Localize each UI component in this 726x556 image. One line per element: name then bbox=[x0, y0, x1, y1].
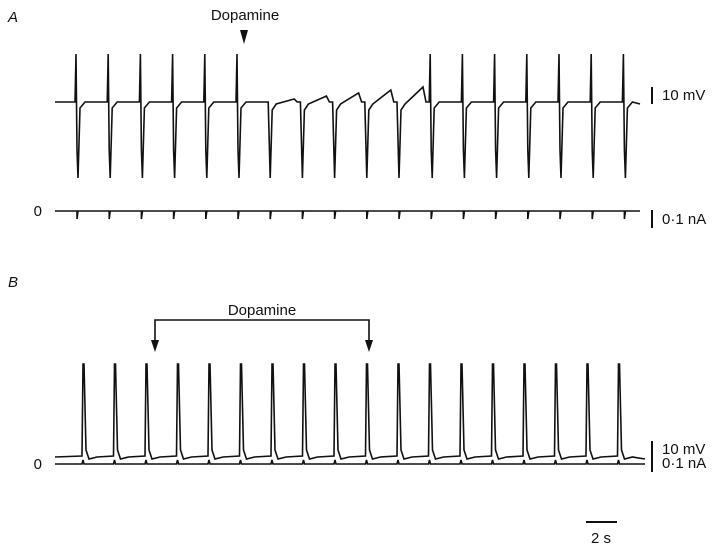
arrow bbox=[151, 340, 373, 352]
voltage-trace bbox=[54, 363, 646, 460]
arrow bbox=[240, 30, 248, 44]
voltage-trace bbox=[55, 53, 641, 179]
current-trace bbox=[55, 459, 645, 465]
scale-label: 0·1 nA bbox=[662, 211, 706, 228]
zero-label: 0 bbox=[34, 456, 42, 473]
scale-label: 10 mV bbox=[662, 87, 705, 104]
annotation: Dopamine bbox=[228, 302, 296, 319]
panel-label: A bbox=[7, 9, 18, 26]
current-trace bbox=[55, 210, 640, 220]
zero-label: 0 bbox=[34, 203, 42, 220]
annotation: Dopamine bbox=[211, 7, 279, 24]
scale-label: 0·1 nA bbox=[662, 455, 706, 472]
scale-label: 2 s bbox=[591, 530, 611, 547]
bracket bbox=[154, 319, 370, 345]
panel-label: B bbox=[8, 274, 18, 291]
scale-label: 10 mV bbox=[662, 441, 705, 458]
